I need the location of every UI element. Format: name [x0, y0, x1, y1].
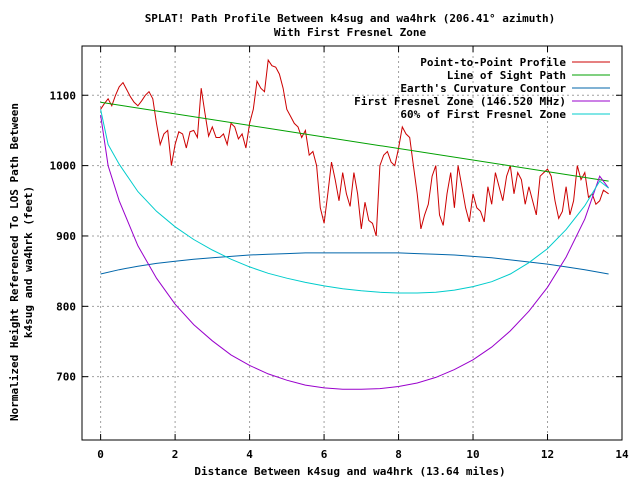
- y-tick-label: 1100: [50, 89, 77, 102]
- legend-label: Point-to-Point Profile: [420, 56, 566, 69]
- series-point-to-point-profile: [100, 58, 609, 237]
- legend-label: First Fresnel Zone (146.520 MHz): [354, 95, 566, 108]
- x-tick-label: 6: [321, 448, 328, 461]
- series-line-of-sight-path: [100, 101, 609, 182]
- y-tick-label: 700: [56, 371, 76, 384]
- y-axis-title-line1: Normalized Height Referenced To LOS Path…: [8, 103, 21, 421]
- legend-label: Earth's Curvature Contour: [400, 82, 566, 95]
- x-tick-label: 4: [246, 448, 253, 461]
- legend-label: 60% of First Fresnel Zone: [400, 108, 566, 121]
- series-earth-s-curvature-contour: [100, 252, 609, 275]
- series-first-fresnel-zone-146-520-mhz: [100, 114, 610, 390]
- series-layer: [100, 58, 610, 390]
- series-60-of-first-fresnel-zone: [100, 109, 609, 294]
- chart-title: SPLAT! Path Profile Between k4sug and wa…: [145, 12, 556, 25]
- x-tick-label: 14: [615, 448, 629, 461]
- legend-label: Line of Sight Path: [447, 69, 566, 82]
- y-tick-label: 900: [56, 230, 76, 243]
- y-tick-label: 800: [56, 300, 76, 313]
- x-tick-label: 10: [466, 448, 479, 461]
- x-tick-label: 0: [97, 448, 104, 461]
- axis-ticks: 0 2 4 6 8 10 12 14 700 800 900 1000 1100: [50, 46, 629, 461]
- chart-subtitle: With First Fresnel Zone: [274, 26, 427, 39]
- x-axis-title: Distance Between k4sug and wa4hrk (13.64…: [194, 465, 505, 478]
- y-axis-title-line2: k4sug and wa4hrk (feet): [22, 186, 35, 338]
- x-tick-label: 12: [541, 448, 554, 461]
- plot-frame: [81, 45, 623, 441]
- grid-lines: [82, 46, 622, 440]
- x-tick-label: 8: [395, 448, 402, 461]
- y-tick-label: 1000: [50, 160, 77, 173]
- x-tick-label: 2: [172, 448, 179, 461]
